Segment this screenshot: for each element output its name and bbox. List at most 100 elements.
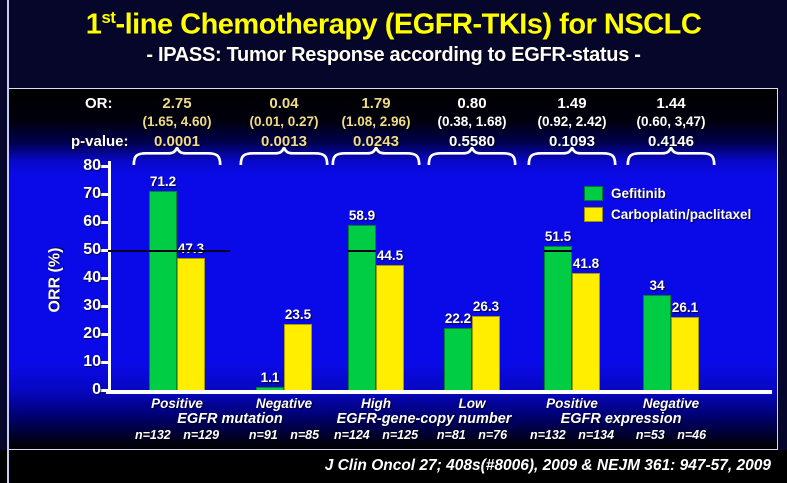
bar-chemo — [376, 265, 404, 390]
y-tick-label: 60 — [83, 213, 101, 230]
n-label: n=91 n=85 — [248, 428, 320, 442]
pvalue-row-label: p-value: — [71, 133, 129, 150]
bar-value-label: 26.3 — [472, 299, 500, 314]
y-tick — [99, 277, 109, 280]
odds-ratio-value: 1.79 — [361, 95, 391, 112]
bar-chemo — [671, 317, 699, 390]
bar-chemo — [572, 273, 600, 390]
bar-chemo — [284, 324, 312, 390]
y-tick-label: 40 — [83, 269, 101, 286]
p-value: 0.0013 — [261, 133, 307, 150]
y-tick — [99, 389, 109, 392]
n-label: n=53 n=46 — [635, 428, 707, 442]
group-brace-icon — [132, 147, 222, 165]
y-tick — [99, 193, 109, 196]
bar-value-label: 41.8 — [572, 256, 600, 271]
stat-column: 2.75 (1.65, 4.60) 0.0001 — [102, 95, 252, 151]
odds-ratio-value: 2.75 — [162, 95, 192, 112]
n-label: n=132 n=129 — [134, 428, 220, 442]
n-label: n=81 n=76 — [436, 428, 508, 442]
y-axis-line — [108, 161, 111, 393]
page-title: 1st-line Chemotherapy (EGFR-TKIs) for NS… — [0, 8, 787, 42]
stat-column: 0.04 (0.01, 0.27) 0.0013 — [209, 95, 359, 151]
stat-column: 0.80 (0.38, 1.68) 0.5580 — [397, 95, 547, 151]
group-header-label: EGFR expression — [560, 411, 682, 427]
title-superscript: st — [101, 8, 116, 27]
confidence-interval-value: (0.01, 0.27) — [249, 114, 319, 129]
legend-item-gefitinib: Gefitinib — [584, 183, 751, 204]
odds-ratio-value: 0.04 — [269, 95, 299, 112]
confidence-interval-value: (0.60, 3,47) — [636, 114, 706, 129]
title-number: 1 — [85, 8, 102, 41]
stat-column: 1.44 (0.60, 3,47) 0.4146 — [596, 95, 746, 151]
bar-chemo — [472, 316, 500, 390]
bar-gefitinib — [149, 191, 177, 390]
bar-value-label: 26.1 — [671, 300, 699, 315]
bar-value-label: 58.9 — [348, 208, 376, 223]
title-rest: -line Chemotherapy (EGFR-TKIs) for NSCLC — [115, 8, 702, 41]
bar-gefitinib — [256, 387, 284, 390]
bar-gefitinib — [643, 295, 671, 390]
category-label: Negative — [642, 396, 700, 411]
stat-column: 1.79 (1.08, 2.96) 0.0243 — [301, 95, 451, 151]
bar-value-label: 23.5 — [284, 307, 312, 322]
bar-gefitinib — [348, 225, 376, 390]
bar-value-label: 22.2 — [444, 311, 472, 326]
bar-chemo — [177, 258, 205, 390]
x-axis-line — [106, 390, 772, 394]
chemo-swatch-icon — [584, 207, 603, 222]
confidence-interval-value: (0.92, 2.42) — [537, 114, 607, 129]
legend-label: Gefitinib — [611, 186, 666, 201]
group-brace-icon — [239, 147, 329, 165]
reference-line — [348, 250, 376, 252]
y-tick — [99, 249, 109, 252]
bar-value-label: 1.1 — [260, 370, 280, 385]
y-tick-label: 70 — [83, 185, 101, 202]
bar-value-label: 51.5 — [544, 229, 572, 244]
reference-line — [108, 250, 230, 252]
legend-label: Carboplatin/paclitaxel — [611, 207, 752, 222]
odds-ratio-value: 1.49 — [557, 95, 587, 112]
y-tick — [99, 165, 109, 168]
group-brace-icon — [427, 147, 517, 165]
odds-ratio-value: 0.80 — [457, 95, 487, 112]
y-tick-label: 50 — [83, 241, 101, 258]
bar-gefitinib — [444, 328, 472, 390]
citation-footer: J Clin Oncol 27; 408s(#8006), 2009 & NEJ… — [0, 450, 787, 483]
bar-value-label: 71.2 — [149, 174, 177, 189]
y-tick — [99, 333, 109, 336]
category-label: High — [361, 396, 391, 411]
reference-line — [544, 250, 572, 252]
y-tick-label: 80 — [83, 157, 101, 174]
chart-panel: OR: p-value: 2.75 (1.65, 4.60) 0.0001 0.04 (… — [8, 88, 778, 450]
p-value: 0.1093 — [549, 133, 595, 150]
n-label: n=124 n=125 — [333, 428, 419, 442]
group-brace-icon — [527, 147, 617, 165]
p-value: 0.4146 — [648, 133, 694, 150]
y-tick — [99, 305, 109, 308]
n-label: n=132 n=134 — [529, 428, 615, 442]
group-header-label: EGFR mutation — [177, 411, 283, 427]
group-brace-icon — [626, 147, 716, 165]
p-value: 0.0001 — [154, 133, 200, 150]
group-brace-icon — [331, 147, 421, 165]
stat-column: 1.49 (0.92, 2.42) 0.1093 — [497, 95, 647, 151]
or-row-label: OR: — [85, 95, 113, 112]
category-label: Low — [458, 396, 486, 411]
category-label: Positive — [546, 396, 598, 411]
p-value: 0.0243 — [353, 133, 399, 150]
bar-value-label: 47.3 — [177, 241, 205, 256]
group-header-label: EGFR-gene-copy number — [336, 411, 512, 427]
slide-frame-line — [7, 0, 9, 483]
confidence-interval-value: (0.38, 1.68) — [437, 114, 507, 129]
bar-value-label: 34 — [649, 278, 665, 293]
confidence-interval-value: (1.08, 2.96) — [341, 114, 411, 129]
chart-legend: Gefitinib Carboplatin/paclitaxel — [584, 183, 751, 225]
page-subtitle: - IPASS: Tumor Response according to EGF… — [146, 44, 641, 66]
p-value: 0.5580 — [449, 133, 495, 150]
category-label: Positive — [151, 396, 203, 411]
bar-value-label: 44.5 — [376, 248, 404, 263]
odds-ratio-value: 1.44 — [656, 95, 686, 112]
bar-gefitinib — [544, 246, 572, 390]
y-tick-label: 0 — [92, 381, 101, 398]
